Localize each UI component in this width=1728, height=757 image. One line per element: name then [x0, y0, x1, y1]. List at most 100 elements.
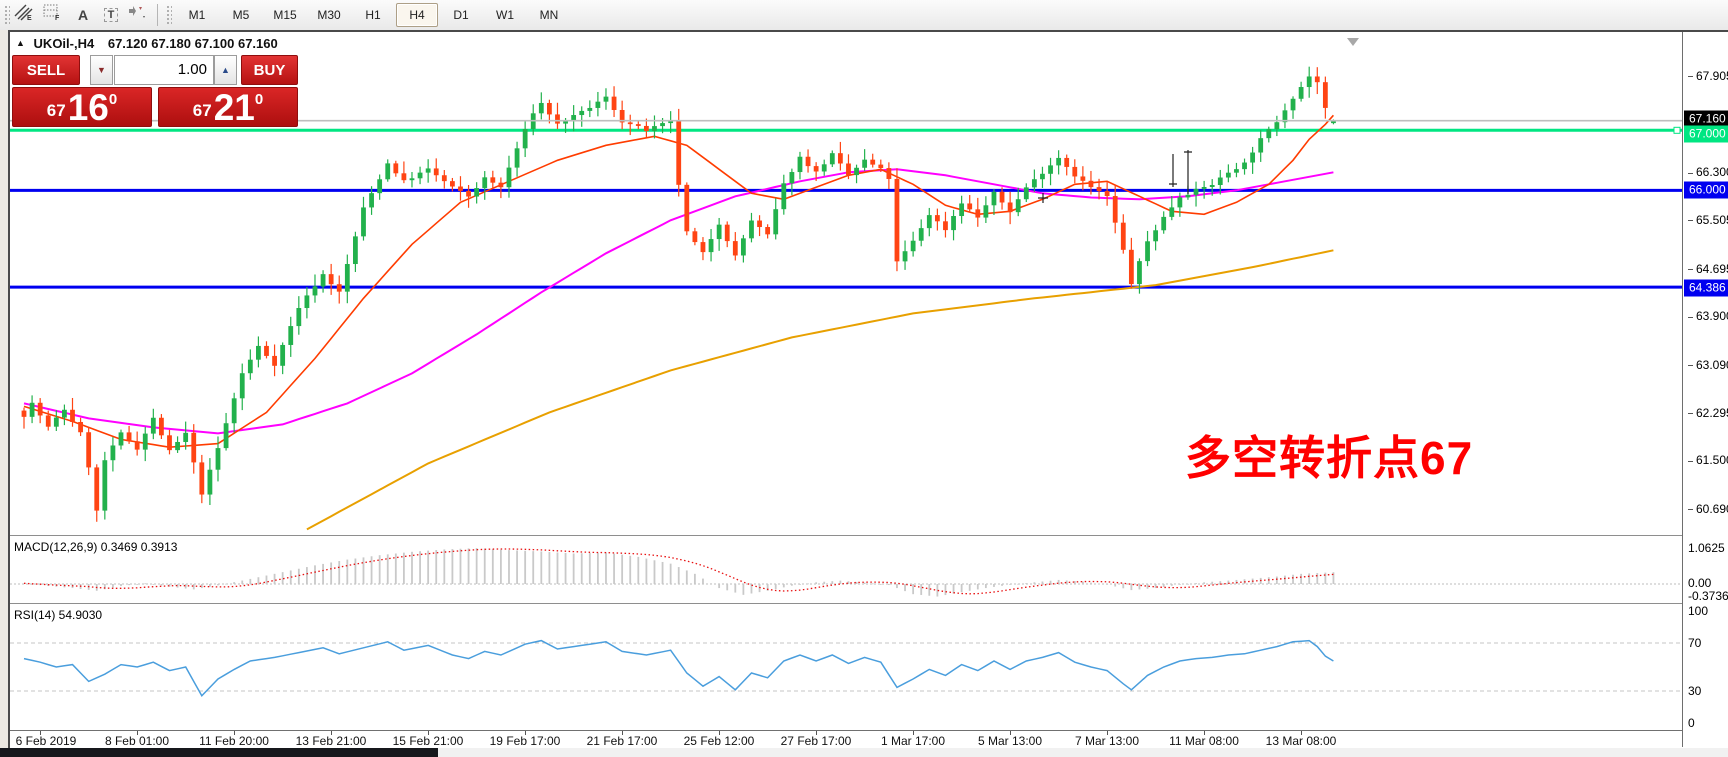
- price-tick-63.090: 63.090: [1688, 358, 1728, 372]
- taskbar-fragment: [0, 748, 438, 757]
- timeframe-d1-button[interactable]: D1: [453, 8, 469, 22]
- time-tick: [428, 731, 429, 735]
- macd-label: MACD(12,26,9) 0.3469 0.3913: [14, 540, 178, 554]
- buy-price-panel[interactable]: 67 21 0: [158, 87, 298, 127]
- text-box-button[interactable]: T: [98, 3, 124, 27]
- price-tick-60.690: 60.690: [1688, 502, 1728, 516]
- chart-title: ▲ UKOil-,H4 67.120 67.180 67.100 67.160: [16, 36, 278, 51]
- one-click-trading-panel: SELL ▼ 1.00 ▲ BUY 67 16 0: [12, 55, 298, 127]
- time-tick: [234, 731, 235, 735]
- timeframe-m5-button[interactable]: M5: [232, 8, 250, 22]
- text-label-button[interactable]: A: [70, 3, 96, 27]
- sell-price-panel[interactable]: 67 16 0: [12, 87, 152, 127]
- symbol-timeframe: UKOil-,H4: [33, 36, 95, 51]
- buy-price-sup: 0: [254, 91, 264, 108]
- price-marker-2-icon: [1184, 150, 1192, 194]
- rsi-pane[interactable]: [10, 605, 1682, 730]
- timeframe-mn-button[interactable]: MN: [539, 8, 559, 22]
- time-label-27-Feb-17-00: 27 Feb 17:00: [780, 734, 852, 748]
- timeframe-h4-button[interactable]: H4: [396, 3, 438, 27]
- timeframe-w1-button[interactable]: W1: [496, 8, 514, 22]
- rsi-tick-30: 30: [1688, 684, 1702, 698]
- line-handle[interactable]: [1673, 126, 1681, 134]
- volume-increase-button[interactable]: ▲: [214, 55, 237, 85]
- timeframe-m1-button[interactable]: M1: [188, 8, 206, 22]
- collapse-triangle-icon[interactable]: ▲: [16, 38, 25, 48]
- time-tick: [816, 731, 817, 735]
- caret-down-icon: ▼: [97, 65, 106, 75]
- arrow-objects-button[interactable]: [126, 3, 152, 27]
- toolbar-grip-2[interactable]: [165, 4, 172, 26]
- rsi-tick-100: 100: [1688, 604, 1709, 618]
- timeframe-h1-button[interactable]: H1: [365, 8, 381, 22]
- sell-price-prefix: 67: [46, 101, 66, 120]
- price-axis-border: [1682, 32, 1683, 747]
- timeframe-m30-button[interactable]: M30: [317, 8, 341, 22]
- time-tick: [40, 731, 41, 735]
- time-label-1-Mar-17-00: 1 Mar 17:00: [880, 734, 946, 748]
- rsi-label: RSI(14) 54.9030: [14, 608, 103, 622]
- rsi-tick-70: 70: [1688, 636, 1702, 650]
- sell-price-big: 16: [67, 87, 109, 128]
- pane-separator-rsi[interactable]: [10, 603, 1682, 606]
- buy-price-prefix: 67: [192, 101, 212, 120]
- macd-histogram: [23, 548, 1335, 597]
- time-tick: [137, 731, 138, 735]
- time-label-15-Feb-21-00: 15 Feb 21:00: [392, 734, 464, 748]
- buy-button[interactable]: BUY: [241, 55, 298, 85]
- toolbar-grip[interactable]: [3, 4, 10, 26]
- time-tick: [719, 731, 720, 735]
- timeframe-m15-button[interactable]: M15: [273, 8, 297, 22]
- fibonacci-grid-button[interactable]: F: [42, 3, 68, 27]
- time-label-8-Feb-01-00: 8 Feb 01:00: [104, 734, 170, 748]
- crosshair-mark-icon: [1038, 193, 1048, 203]
- rsi-line: [23, 639, 1334, 698]
- time-label-7-Mar-13-00: 7 Mar 13:00: [1074, 734, 1140, 748]
- time-label-13-Feb-21-00: 13 Feb 21:00: [295, 734, 367, 748]
- volume-input[interactable]: 1.00: [114, 55, 214, 85]
- equidistant-channel-button[interactable]: E: [14, 3, 40, 27]
- window-bottom-edge: [10, 748, 1728, 757]
- price-tick-63.900: 63.900: [1688, 309, 1728, 323]
- price-tick-61.500: 61.500: [1688, 453, 1728, 467]
- time-axis: 6 Feb 2019 8 Feb 01:00 11 Feb 20:00 13 Feb …: [10, 730, 1682, 750]
- time-tick: [622, 731, 623, 735]
- volume-decrease-button[interactable]: ▼: [90, 55, 113, 85]
- ohlc-readout: 67.120 67.180 67.100 67.160: [107, 36, 278, 51]
- pane-separator-macd[interactable]: [10, 535, 1682, 538]
- macd-tick-1.0625: 1.0625: [1688, 541, 1725, 555]
- buy-price-big: 21: [213, 87, 255, 128]
- workspace: 67.905 66.300 65.505 64.695 63.900 63.090 62.2…: [0, 30, 1728, 757]
- slow-ma-line: [306, 249, 1334, 531]
- time-label-11-Feb-20-00: 11 Feb 20:00: [199, 734, 269, 748]
- rsi-tick-0: 0: [1688, 716, 1695, 730]
- time-tick: [1301, 731, 1302, 735]
- price-tick-65.505: 65.505: [1688, 213, 1728, 227]
- sell-price-sup: 0: [108, 91, 118, 108]
- price-chart-pane[interactable]: [10, 33, 1682, 536]
- price-badge-64.386: 64.386: [1684, 279, 1728, 297]
- macd-tick--0.3736: -0.3736: [1688, 589, 1728, 603]
- price-badge-67.000: 67.000: [1684, 125, 1728, 143]
- macd-pane[interactable]: [10, 537, 1682, 603]
- time-tick: [331, 731, 332, 735]
- svg-text:E: E: [27, 15, 32, 22]
- price-tick-64.695: 64.695: [1688, 262, 1728, 276]
- time-tick: [913, 731, 914, 735]
- svg-text:F: F: [55, 15, 60, 22]
- macd-tick-0.00: 0.00: [1688, 576, 1712, 590]
- time-label-11-Mar-08-00: 11 Mar 08:00: [1169, 734, 1239, 748]
- time-tick: [1204, 731, 1205, 735]
- mid-ma-line: [23, 168, 1334, 435]
- timeframe-group: M1 M5 M15 M30 H1 H4 D1 W1 MN: [175, 3, 571, 27]
- chart-shift-marker-icon[interactable]: [1347, 38, 1359, 46]
- chart-window[interactable]: 67.905 66.300 65.505 64.695 63.900 63.090 62.2…: [0, 30, 1728, 757]
- price-tick-62.295: 62.295: [1688, 406, 1728, 420]
- sell-button[interactable]: SELL: [12, 55, 80, 85]
- chart-annotation-text: 多空转折点67: [1185, 432, 1474, 484]
- time-label-19-Feb-17-00: 19 Feb 17:00: [489, 734, 561, 748]
- price-tick-67.905: 67.905: [1688, 69, 1728, 83]
